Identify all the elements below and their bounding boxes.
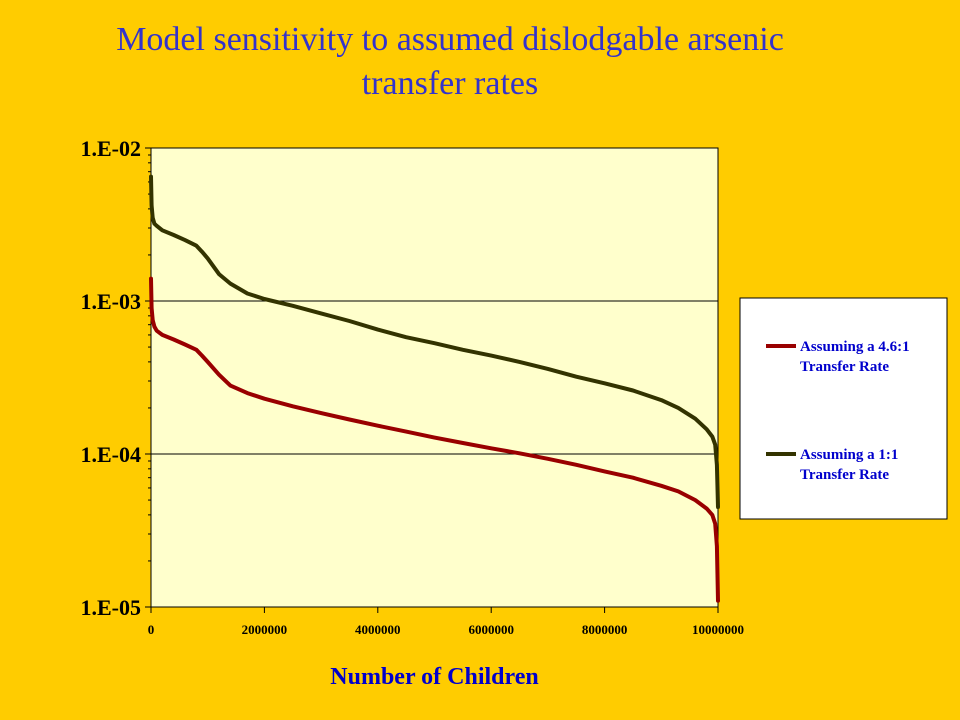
- x-tick-label: 0: [148, 622, 155, 637]
- grid-lines: [151, 147, 718, 608]
- x-tick-label: 2000000: [242, 622, 288, 637]
- legend-label-1: Assuming a 4.6:1: [800, 339, 910, 355]
- series-line-1: [149, 276, 720, 603]
- y-axis: 1.E-02 1.E-03 1.E-04 1.E-05: [81, 136, 151, 620]
- y-tick-label: 1.E-04: [81, 442, 142, 467]
- y-tick-label: 1.E-05: [81, 595, 142, 620]
- series-layer: [149, 174, 720, 603]
- x-tick-label: 4000000: [355, 622, 401, 637]
- legend-label-2: Transfer Rate: [800, 467, 889, 483]
- slide-title-line2: transfer rates: [361, 65, 539, 102]
- legend-label-1: Transfer Rate: [800, 359, 889, 375]
- x-tick-label: 6000000: [468, 622, 514, 637]
- x-tick-label: 10000000: [692, 622, 744, 637]
- slide-title: Model sensitivity to assumed dislodgable…: [60, 18, 840, 106]
- series-line-2: [149, 174, 720, 510]
- x-tick-label: 8000000: [582, 622, 628, 637]
- x-axis: 0 2000000 4000000 6000000 8000000 10000000: [148, 607, 744, 637]
- legend-label-2: Assuming a 1:1: [800, 447, 898, 463]
- y-tick-label: 1.E-03: [81, 289, 142, 314]
- x-axis-title: Number of Children: [330, 664, 538, 690]
- y-tick-label: 1.E-02: [81, 136, 142, 161]
- slide-title-line1: Model sensitivity to assumed dislodgable…: [116, 21, 784, 58]
- plot-area: [150, 147, 719, 608]
- legend-box: [739, 297, 948, 520]
- legend: Assuming a 4.6:1 Transfer Rate Assuming a …: [739, 297, 948, 520]
